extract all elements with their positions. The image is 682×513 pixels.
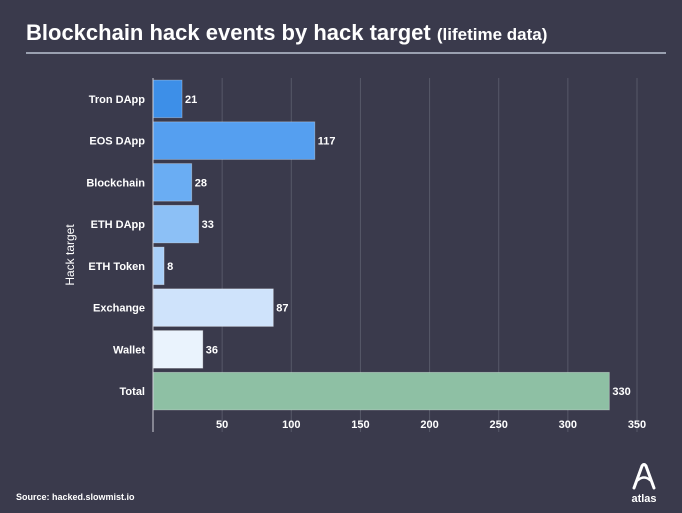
x-tick-label: 250 [490,419,508,431]
category-label: Total [120,386,145,398]
brand-name: atlas [631,493,657,505]
source-note: Source: hacked.slowmist.io [16,492,135,502]
bar [152,246,165,286]
category-label: ETH DApp [91,219,146,231]
data-label: 117 [318,136,336,148]
bar [152,121,316,160]
category-label: EOS DApp [89,136,145,148]
bar [152,288,274,327]
chart-title-main: Blockchain hack events by hack target [26,20,431,45]
atlas-logo-icon [632,463,656,490]
x-tick-label: 150 [351,419,369,431]
x-tick-label: 100 [282,419,300,431]
data-label: 21 [185,94,197,106]
data-label: 330 [612,386,630,398]
atlas-logo: atlas [626,462,662,506]
title-divider [26,52,666,54]
data-label: 33 [202,219,214,231]
data-label: 28 [195,177,207,189]
bar [152,330,204,369]
chart-title: Blockchain hack events by hack target (l… [26,20,547,46]
x-tick-label: 50 [216,419,228,431]
x-tick-label: 300 [559,419,577,431]
category-label: ETH Token [88,261,145,273]
y-axis-title: Hack target [63,224,77,286]
data-label: 87 [276,303,288,315]
category-label: Wallet [113,344,145,356]
bar [152,204,200,244]
x-tick-label: 350 [628,419,646,431]
chart-title-subtitle: (lifetime data) [436,25,548,44]
bar [152,163,193,202]
category-label: Blockchain [86,177,145,189]
category-label: Exchange [93,303,145,315]
bar [152,79,183,119]
x-tick-label: 200 [420,419,438,431]
bar [152,371,610,411]
data-label: 36 [206,344,218,356]
category-label: Tron DApp [89,94,145,106]
data-label: 8 [167,261,173,273]
